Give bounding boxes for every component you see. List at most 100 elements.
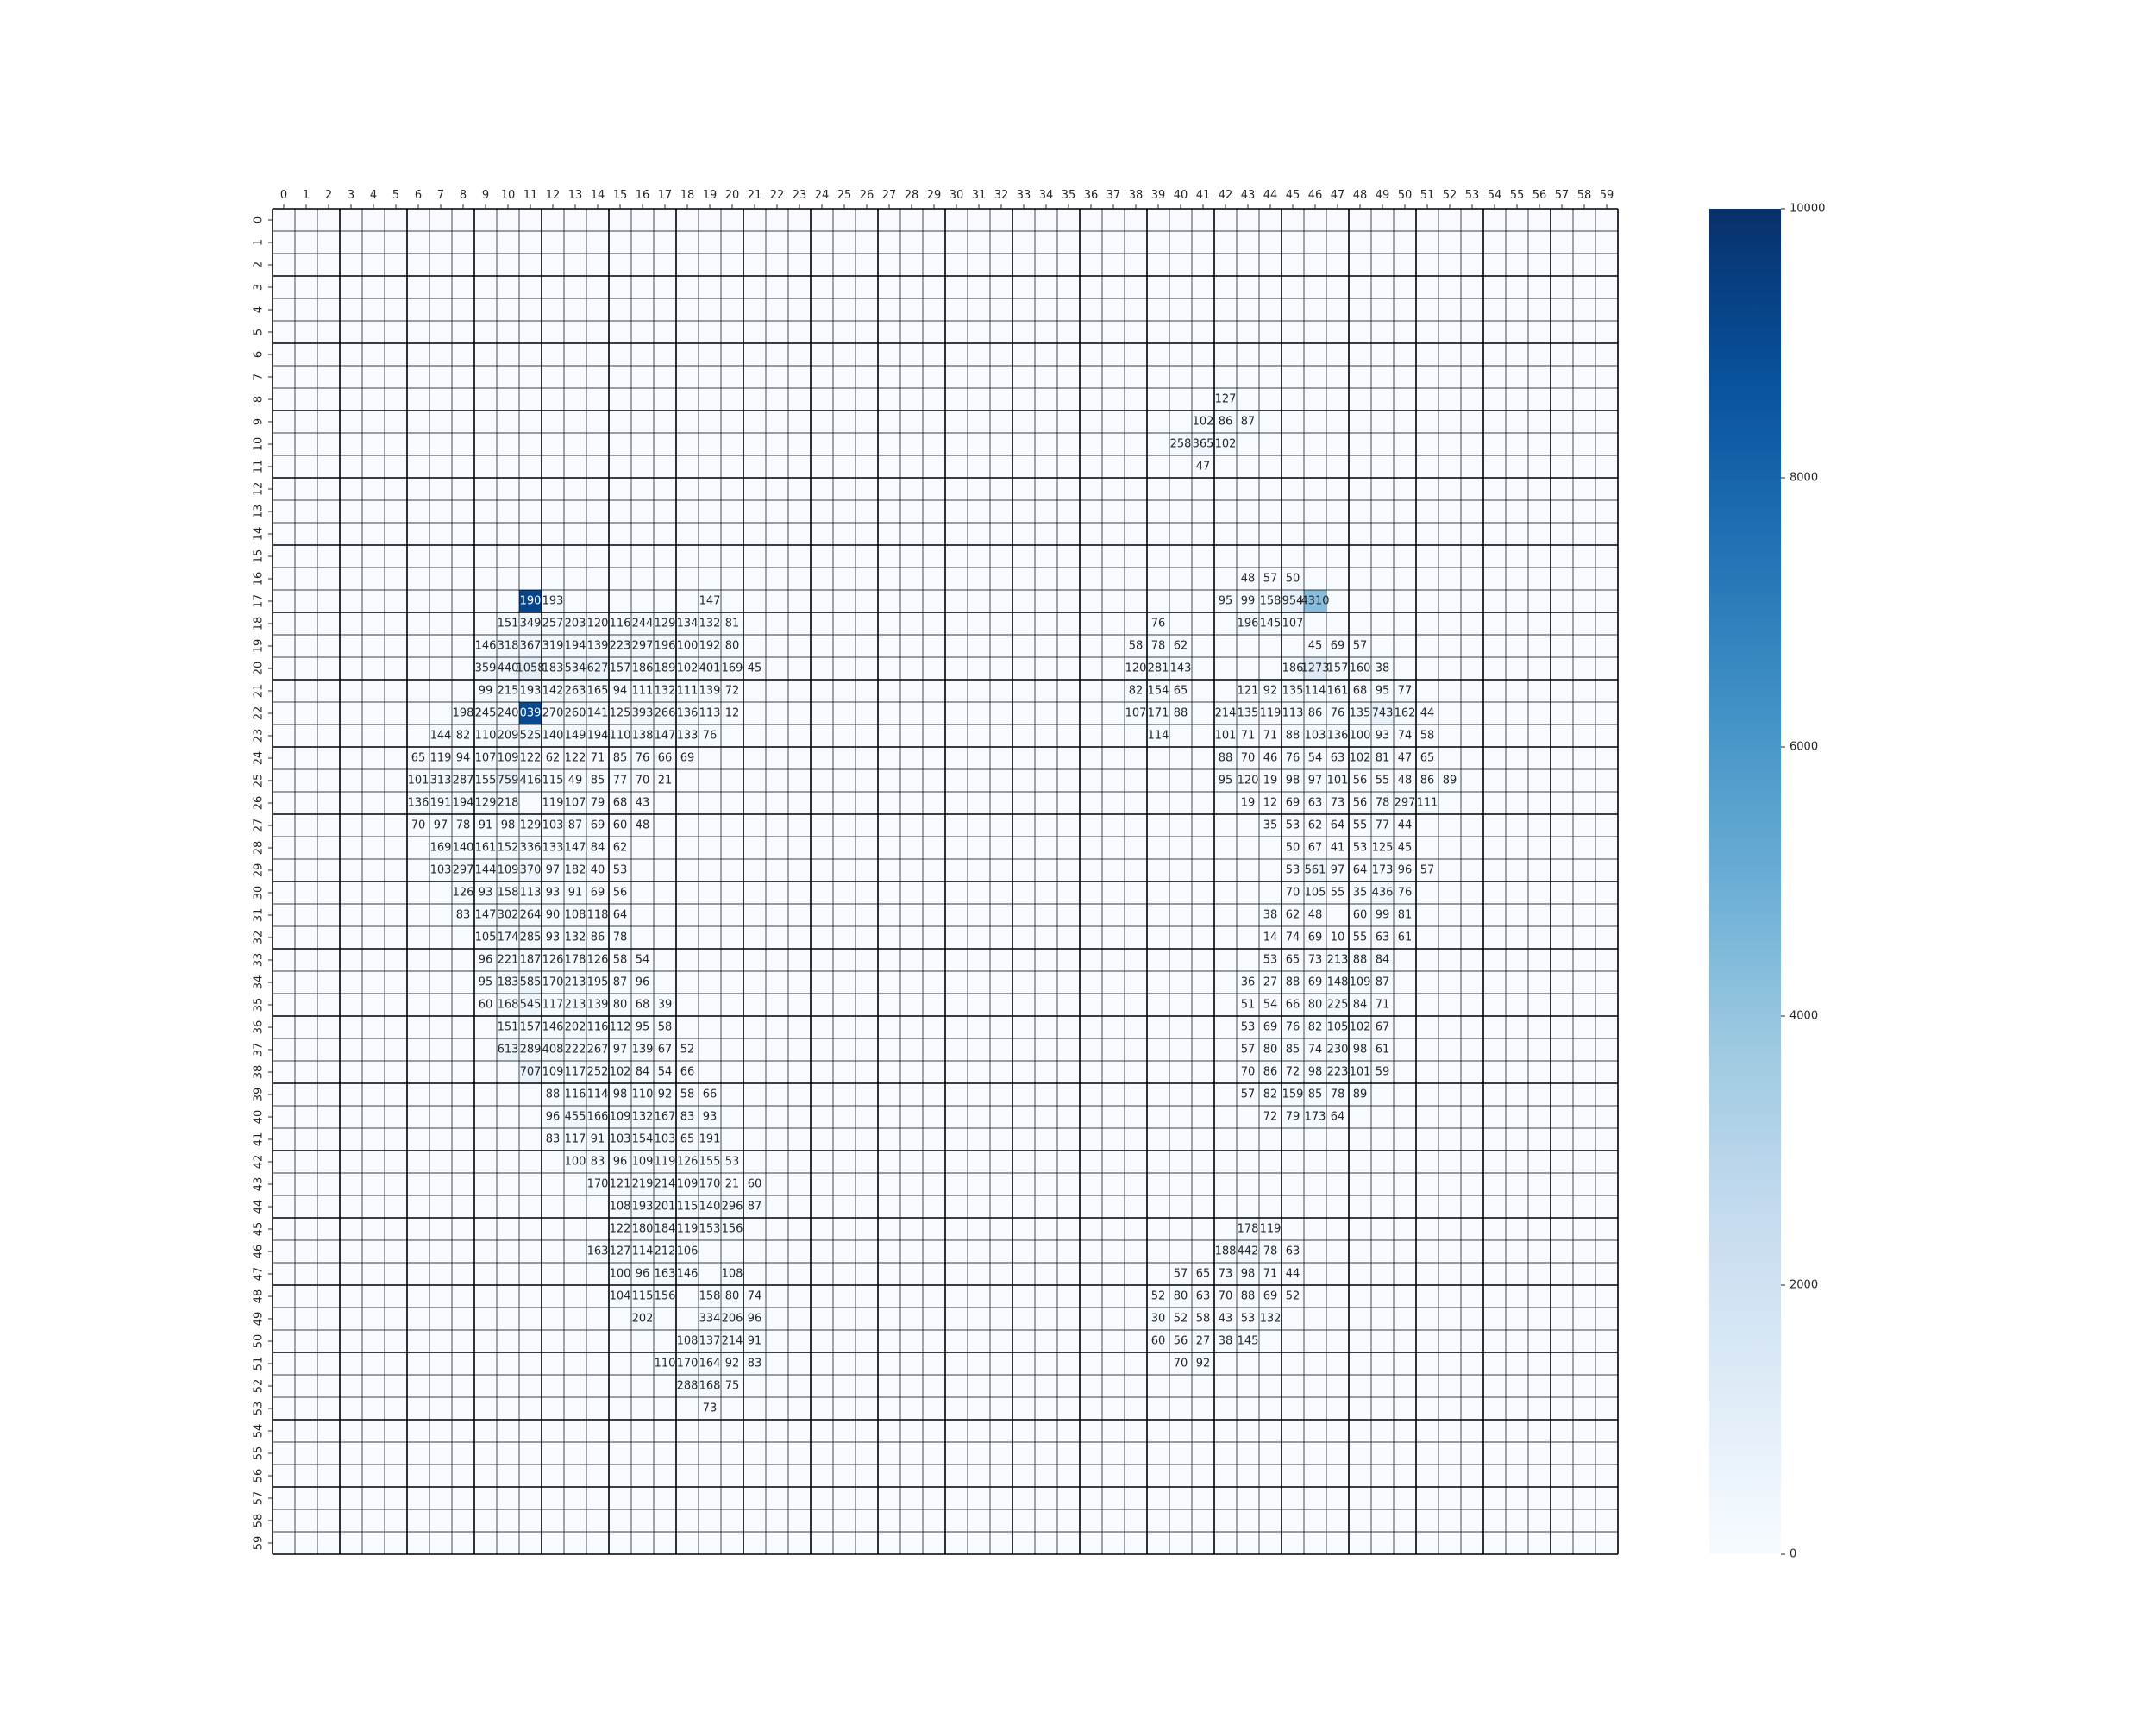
heatmap-cell-label: 98 (1353, 1044, 1368, 1057)
heatmap-cell-label: 64 (1331, 819, 1345, 832)
x-tick-label: 20 (725, 189, 740, 202)
heatmap-cell-label: 85 (1308, 1088, 1323, 1101)
heatmap-cell (1349, 702, 1371, 724)
heatmap-cell-label: 79 (1286, 1111, 1300, 1124)
heatmap-cell-label: 219 (632, 1178, 654, 1191)
heatmap-cell-label: 117 (542, 999, 564, 1012)
heatmap-cell-label: 53 (1286, 864, 1300, 877)
heatmap-cell (1282, 814, 1304, 837)
heatmap-cell (699, 702, 721, 724)
heatmap-cell-label: 264 (520, 909, 542, 922)
heatmap-cell (1169, 1285, 1192, 1308)
y-tick-label: 45 (253, 1222, 266, 1237)
heatmap-cell-label: 85 (613, 752, 628, 765)
heatmap-cell-label: 120 (1125, 662, 1147, 675)
heatmap-cell (519, 724, 542, 747)
x-tick-label: 18 (680, 189, 695, 202)
heatmap-cell (1259, 568, 1282, 590)
heatmap-cell-label: 78 (1331, 1088, 1345, 1101)
heatmap-cell-label: 70 (1241, 1066, 1256, 1079)
heatmap-cell-label: 95 (479, 976, 493, 989)
heatmap-cell (1169, 1330, 1192, 1352)
heatmap-cell (586, 837, 609, 859)
x-tick-label: 42 (1219, 189, 1233, 202)
heatmap-cell-label: 56 (1353, 775, 1368, 787)
heatmap-cell (1304, 1016, 1326, 1038)
heatmap-cell (564, 971, 586, 994)
heatmap-cell-label: 114 (632, 1245, 654, 1258)
heatmap-cell (1371, 724, 1394, 747)
heatmap-cell (542, 702, 564, 724)
heatmap-cell (497, 612, 519, 635)
heatmap-cell (1371, 904, 1394, 926)
heatmap-cell (1394, 702, 1416, 724)
x-tick-label: 41 (1196, 189, 1211, 202)
heatmap-cell-label: 93 (546, 932, 561, 944)
heatmap-cell-label: 114 (587, 1088, 609, 1101)
heatmap-cell (1349, 747, 1371, 769)
heatmap-cell-label: 153 (699, 1223, 721, 1236)
heatmap-cell-label: 152 (498, 842, 519, 855)
heatmap-cell-label: 143 (1170, 662, 1192, 675)
heatmap-cell (609, 1173, 631, 1195)
heatmap-cell (1326, 702, 1349, 724)
heatmap-cell (519, 994, 542, 1016)
heatmap-cell (699, 1352, 721, 1375)
heatmap-cell-label: 70 (1241, 752, 1256, 765)
heatmap-cell-label: 163 (655, 1268, 676, 1281)
heatmap-cell (474, 769, 497, 792)
heatmap-cell (1259, 1106, 1282, 1128)
heatmap-cell (609, 1128, 631, 1151)
heatmap-cell (542, 1061, 564, 1083)
heatmap-cell-label: 156 (655, 1290, 676, 1303)
heatmap-cell (631, 680, 654, 702)
heatmap-cell (564, 1128, 586, 1151)
heatmap-cell (1282, 904, 1304, 926)
heatmap-cell (1394, 680, 1416, 702)
x-tick-label: 52 (1443, 189, 1457, 202)
heatmap-cell-label: 416 (520, 775, 542, 787)
heatmap-cell-label: 53 (1286, 819, 1300, 832)
heatmap-cell-label: 147 (565, 842, 586, 855)
heatmap-cell-label: 1058 (516, 662, 544, 675)
heatmap-cell-label: 157 (520, 1021, 542, 1034)
heatmap-cell-label: 188 (1215, 1245, 1237, 1258)
heatmap-cell-label: 178 (565, 954, 586, 967)
heatmap-cell (654, 657, 676, 680)
heatmap-cell-label: 58 (1129, 640, 1144, 653)
heatmap-cell (654, 1061, 676, 1083)
heatmap-cell (564, 1151, 586, 1173)
heatmap-cell (699, 1151, 721, 1173)
heatmap-cell (1237, 680, 1259, 702)
y-tick-label: 21 (253, 684, 266, 699)
heatmap-cell (519, 769, 542, 792)
heatmap-cell-label: 83 (546, 1133, 561, 1146)
heatmap-cell (1125, 635, 1147, 657)
heatmap-cell-label: 21 (658, 775, 673, 787)
heatmap-cell (1349, 881, 1371, 904)
heatmap-cell (586, 1061, 609, 1083)
x-tick-label: 39 (1151, 189, 1166, 202)
heatmap-cell (699, 590, 721, 612)
heatmap-cell (1259, 1038, 1282, 1061)
heatmap-cell-label: 93 (479, 887, 493, 900)
heatmap-cell (1394, 814, 1416, 837)
heatmap-cell (699, 1375, 721, 1397)
heatmap-cell-label: 96 (546, 1111, 561, 1124)
heatmap-cell-label: 49 (568, 775, 583, 787)
heatmap-cell-label: 455 (565, 1111, 586, 1124)
heatmap-cell (1326, 635, 1349, 657)
heatmap-cell-label: 4310 (1300, 595, 1329, 608)
heatmap-cell (609, 1038, 631, 1061)
heatmap-cell-label: 195 (587, 976, 609, 989)
heatmap-cell-label: 99 (1376, 909, 1390, 922)
heatmap-cell-label: 83 (748, 1358, 762, 1371)
heatmap-cell (1259, 1285, 1282, 1308)
heatmap-cell-label: 336 (520, 842, 542, 855)
heatmap-cell-label: 10 (1331, 932, 1345, 944)
heatmap-cell-label: 89 (1353, 1088, 1368, 1101)
heatmap-cell (1214, 769, 1237, 792)
heatmap-cell (1147, 724, 1169, 747)
heatmap-cell-label: 158 (498, 887, 519, 900)
